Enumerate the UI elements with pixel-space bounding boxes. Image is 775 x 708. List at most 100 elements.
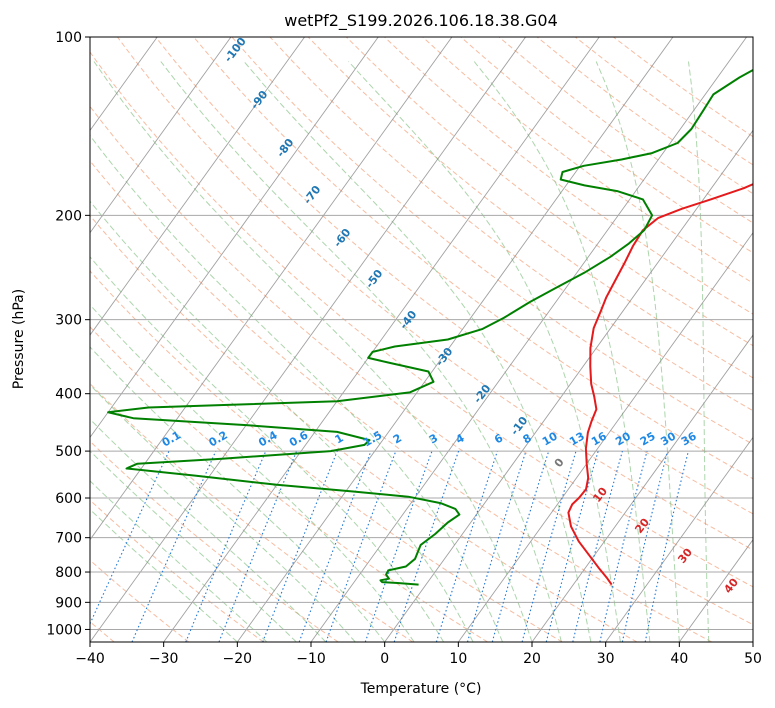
chart-title: wetPf2_S199.2026.106.18.38.G04	[284, 11, 558, 31]
mixing-ratio-label: 36	[679, 429, 699, 448]
mixing-ratio-label: 10	[540, 429, 560, 448]
y-tick-label: 200	[55, 208, 82, 224]
dry-adiabat-label: -60	[331, 226, 354, 250]
mixing-ratio-line	[599, 450, 648, 642]
mixing-ratio-label: 0.2	[206, 428, 229, 449]
isotherm-line	[90, 37, 526, 642]
mixing-ratio-label: 4	[453, 431, 466, 446]
moist-adiabat-line	[90, 346, 386, 642]
dry-adiabat-line	[307, 37, 753, 379]
moist-adiabat-line	[243, 61, 592, 642]
dry-adiabat-line	[384, 37, 753, 315]
dry-adiabat-line	[422, 37, 753, 284]
mixing-ratio-line	[218, 450, 298, 642]
x-tick-label: −30	[149, 651, 179, 667]
mixing-ratio-line	[572, 450, 623, 642]
mixing-ratio-label: 0.4	[256, 428, 280, 449]
dry-adiabat-label: -70	[301, 183, 324, 207]
y-tick-label: 400	[55, 387, 82, 403]
x-tick-label: 0	[380, 651, 389, 667]
background-lines	[0, 37, 753, 642]
moist-adiabat-line	[90, 450, 297, 642]
mixing-ratio-line	[435, 450, 498, 642]
dry-adiabat-label: 20	[632, 516, 652, 536]
moist-adiabat-line	[160, 61, 562, 642]
y-axis-label: Pressure (hPa)	[11, 289, 27, 389]
dry-adiabat-line	[231, 37, 753, 445]
moist-adiabat-line	[90, 256, 445, 642]
x-tick-label: 40	[670, 651, 688, 667]
plot-frame	[89, 36, 754, 643]
x-tick-label: −40	[75, 651, 105, 667]
moist-adiabat-line	[90, 384, 356, 642]
isotherm-line	[752, 641, 753, 642]
inline-labels: 0.1 0.2 0.4 0.6 1 1.5 2 3 4 6 8 10 13 16 20 25 30 36-100-…	[160, 35, 742, 596]
isotherm-line	[90, 37, 232, 234]
isotherm-line	[163, 37, 600, 642]
mixing-ratio-label: 20	[613, 429, 633, 448]
moist-adiabat-line	[688, 61, 710, 642]
dry-adiabat-line	[90, 440, 339, 642]
mixing-ratio-label: 8	[521, 431, 534, 446]
moist-adiabat-line	[90, 480, 268, 642]
dry-adiabat-line	[90, 499, 264, 642]
moist-adiabat-line	[348, 61, 621, 642]
mixing-ratio-label: 16	[589, 429, 609, 448]
y-tick-label: 700	[55, 531, 82, 547]
x-tick-label: 10	[449, 651, 467, 667]
dewpoint-profile-line	[107, 68, 753, 586]
dry-adiabat-line	[536, 37, 753, 195]
mixing-ratio-line	[131, 450, 217, 642]
x-tick-label: −20	[223, 651, 253, 667]
isotherm-line	[457, 231, 753, 642]
dry-adiabat-line	[90, 326, 488, 642]
isotherm-line	[0, 37, 10, 642]
mixing-ratio-line	[621, 450, 669, 642]
moist-adiabat-line	[90, 134, 503, 642]
mixing-ratio-line	[393, 450, 460, 642]
dry-adiabat-line	[90, 559, 190, 642]
isotherm-line	[90, 37, 305, 336]
dry-adiabat-line	[90, 51, 753, 588]
isotherm-line	[384, 129, 753, 642]
mixing-ratio-label: 2	[391, 431, 404, 446]
dry-adiabat-line	[345, 37, 753, 347]
dry-adiabat-label: -80	[274, 136, 297, 160]
mixing-ratio-label: 30	[658, 429, 678, 448]
y-tick-label: 100	[55, 30, 82, 46]
mixing-ratio-line	[90, 450, 170, 626]
moist-adiabat-line	[93, 61, 533, 642]
dry-adiabat-line	[269, 37, 753, 412]
isotherm-line	[90, 37, 379, 439]
dry-adiabat-line	[90, 270, 563, 642]
isotherm-line	[90, 37, 453, 541]
mixing-ratio-line	[364, 450, 433, 642]
x-tick-label: 50	[744, 651, 762, 667]
y-tick-label: 900	[55, 595, 82, 611]
dry-adiabat-line	[498, 37, 753, 224]
mixing-ratio-label: 25	[638, 430, 658, 449]
dry-adiabat-label: 10	[590, 485, 610, 505]
temperature-profile-line	[567, 183, 753, 586]
dry-adiabat-line	[90, 160, 712, 642]
mixing-ratio-line	[491, 450, 550, 642]
mixing-ratio-line	[545, 450, 599, 642]
moist-adiabat-line	[90, 304, 415, 642]
y-tick-label: 1000	[46, 622, 82, 638]
isotherm-line	[531, 334, 753, 642]
mixing-ratio-line	[262, 450, 338, 642]
moist-adiabat-line	[90, 418, 327, 642]
x-tick-label: −10	[296, 651, 326, 667]
mixing-ratio-line	[644, 450, 689, 642]
mixing-ratio-line	[521, 450, 577, 642]
isotherm-line	[678, 538, 753, 642]
mixing-ratio-label: 3	[427, 431, 440, 446]
dry-adiabat-line	[460, 37, 753, 254]
dry-adiabat-label: 0	[552, 456, 567, 470]
mixing-ratio-line	[466, 450, 527, 642]
y-tick-label: 300	[55, 313, 82, 329]
dry-adiabat-line	[613, 37, 753, 138]
dry-adiabat-line	[90, 214, 638, 642]
isotherm-line	[236, 37, 674, 642]
dry-adiabat-label: -90	[248, 88, 271, 112]
